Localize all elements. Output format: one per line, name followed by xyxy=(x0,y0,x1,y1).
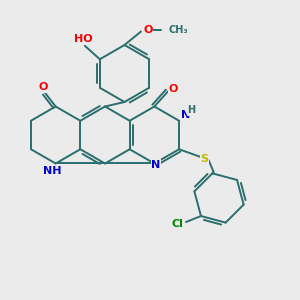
Text: H: H xyxy=(188,105,196,115)
Text: O: O xyxy=(143,25,153,35)
Text: N: N xyxy=(151,160,160,170)
Text: NH: NH xyxy=(44,166,62,176)
Text: N: N xyxy=(181,110,190,120)
Text: S: S xyxy=(200,154,208,164)
Text: O: O xyxy=(38,82,47,92)
Text: CH₃: CH₃ xyxy=(168,25,188,35)
Text: HO: HO xyxy=(74,34,93,44)
Text: O: O xyxy=(169,83,178,94)
Text: Cl: Cl xyxy=(172,218,184,229)
